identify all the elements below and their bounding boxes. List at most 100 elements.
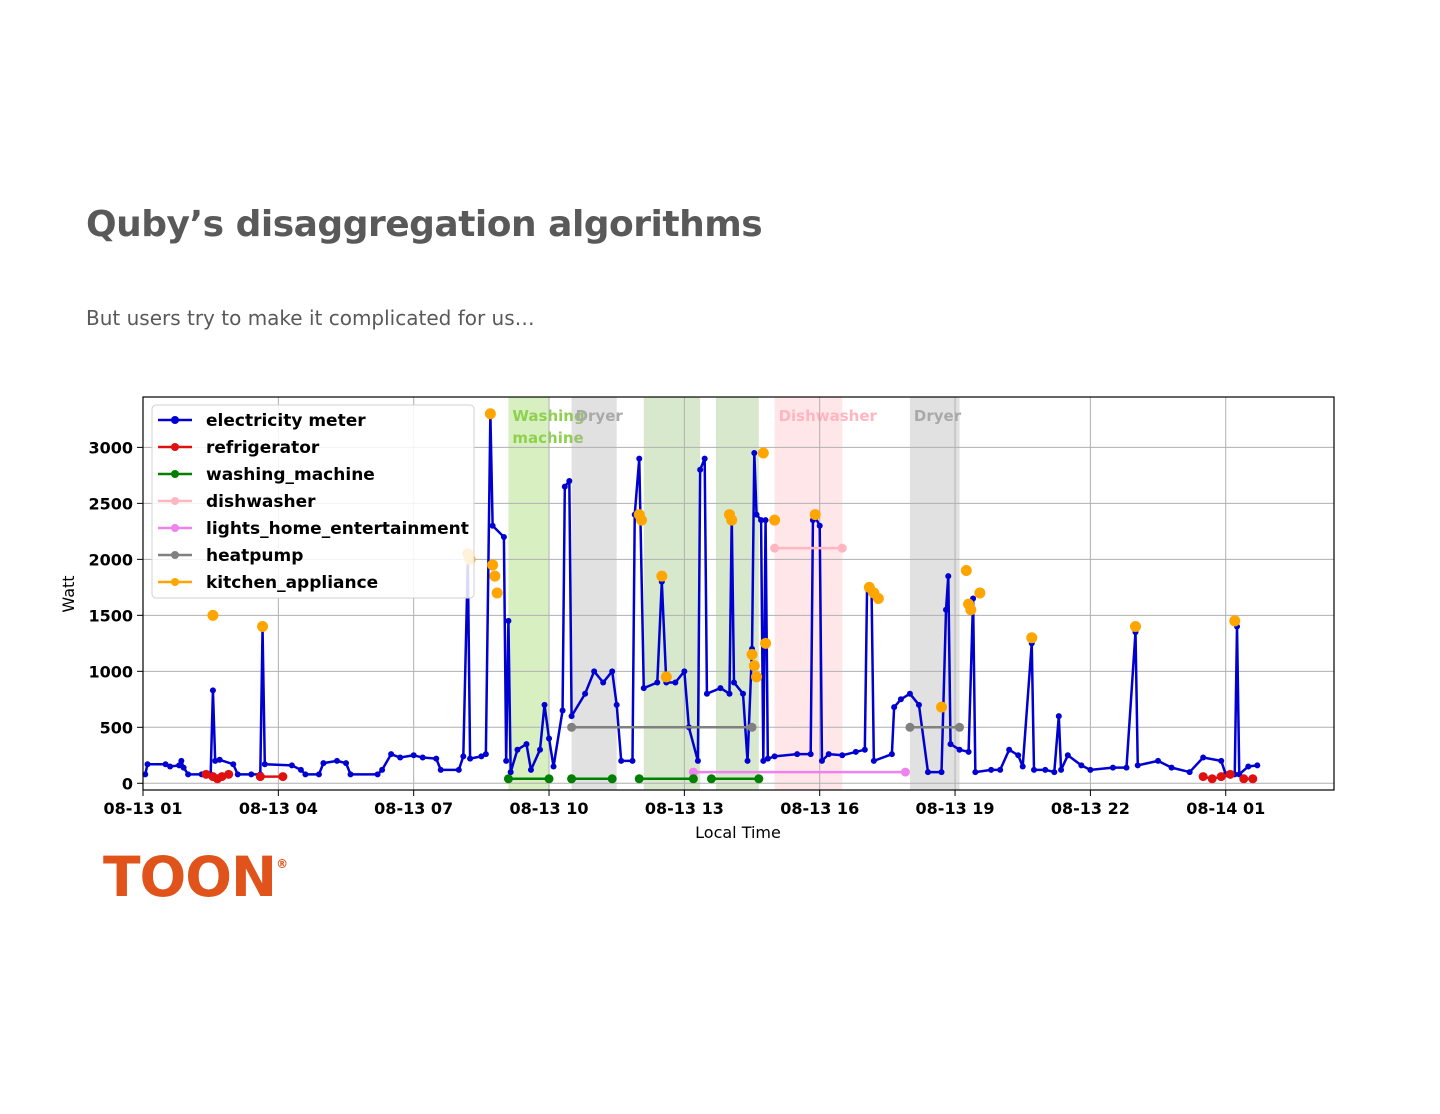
annotation-band-5: [909, 397, 960, 790]
x-tick-label: 08-13 22: [1051, 799, 1130, 818]
data-point: [489, 570, 501, 582]
data-point: [288, 762, 295, 769]
data-point: [965, 604, 977, 616]
data-point: [1123, 764, 1130, 771]
data-point: [634, 774, 644, 784]
data-point: [947, 741, 954, 748]
data-point: [484, 408, 496, 420]
x-tick-label: 08-13 16: [780, 799, 859, 818]
data-point: [744, 757, 751, 764]
data-point: [751, 671, 763, 683]
data-point: [754, 774, 764, 784]
data-point: [852, 748, 859, 755]
data-point: [688, 774, 698, 784]
data-point: [178, 757, 185, 764]
data-point: [681, 668, 688, 675]
data-point: [1225, 769, 1235, 779]
y-tick-label: 500: [100, 718, 133, 737]
logo-text: TOON: [103, 845, 277, 909]
y-tick-label: 1500: [88, 606, 133, 625]
data-point: [656, 570, 668, 582]
data-point: [1186, 769, 1193, 776]
data-point: [697, 466, 704, 473]
annotation-label-5: Dryer: [914, 407, 962, 425]
slide-title: Quby’s disaggregation algorithms: [86, 204, 763, 245]
data-point: [255, 772, 265, 782]
data-point: [1006, 746, 1013, 753]
legend-swatch-marker: [171, 470, 179, 478]
data-point: [897, 696, 904, 703]
data-point: [943, 606, 950, 613]
data-point: [388, 751, 395, 758]
data-point: [523, 741, 530, 748]
data-point: [747, 722, 757, 732]
data-point: [629, 757, 636, 764]
data-point: [726, 690, 733, 697]
data-point: [347, 771, 354, 778]
data-point: [730, 679, 737, 686]
data-point: [613, 701, 620, 708]
data-point: [1216, 772, 1226, 782]
data-point: [500, 533, 507, 540]
data-point: [460, 753, 467, 760]
chart-series: [142, 408, 1261, 784]
data-point: [960, 565, 972, 577]
data-point: [455, 766, 462, 773]
data-point: [180, 764, 187, 771]
data-point: [419, 754, 426, 761]
data-point: [568, 713, 575, 720]
series-washing_machine: [503, 774, 764, 784]
data-point: [333, 757, 340, 764]
data-point: [217, 772, 227, 782]
data-point: [167, 763, 174, 770]
data-point: [1130, 621, 1141, 633]
annotation-label-line: machine: [512, 429, 583, 447]
data-point: [751, 449, 758, 456]
data-point: [861, 746, 868, 753]
data-point: [541, 701, 548, 708]
data-point: [762, 517, 769, 524]
data-point: [1042, 766, 1049, 773]
data-point: [1245, 763, 1252, 770]
data-point: [297, 766, 304, 773]
data-point: [212, 757, 219, 764]
data-point: [537, 746, 543, 753]
data-point: [770, 543, 780, 553]
x-tick-label: 08-13 10: [510, 799, 589, 818]
data-point: [544, 774, 554, 784]
data-point: [760, 637, 772, 649]
series-line: [144, 412, 1258, 776]
data-point: [489, 522, 496, 529]
data-point: [988, 766, 995, 773]
data-point: [769, 514, 781, 526]
data-point: [302, 771, 309, 778]
data-point: [764, 755, 771, 762]
y-tick-label: 2500: [88, 494, 133, 513]
data-point: [717, 685, 724, 692]
data-point: [162, 761, 169, 768]
data-point: [706, 774, 716, 784]
data-point: [839, 752, 846, 759]
legend-label: heatpump: [206, 546, 303, 566]
data-point: [972, 769, 979, 776]
legend-label: washing_machine: [206, 465, 375, 485]
legend-label: dishwasher: [206, 492, 316, 512]
data-point: [1051, 769, 1058, 776]
data-point: [905, 722, 915, 732]
y-tick-label: 1000: [88, 662, 133, 681]
legend-swatch-marker: [171, 443, 179, 451]
legend-swatch-marker: [171, 416, 179, 424]
data-point: [1248, 774, 1258, 784]
x-tick-label: 08-13 07: [374, 799, 453, 818]
data-point: [467, 755, 474, 762]
data-point: [955, 722, 965, 732]
data-point: [753, 511, 760, 518]
data-point: [559, 707, 566, 714]
data-point: [343, 760, 350, 767]
data-point: [1015, 752, 1022, 759]
data-point: [482, 751, 489, 758]
series-lights_home_entertainment: [688, 767, 910, 777]
annotation-label-1: Dryer: [576, 407, 624, 425]
data-point: [1200, 754, 1207, 761]
x-tick-label: 08-13 01: [103, 799, 182, 818]
